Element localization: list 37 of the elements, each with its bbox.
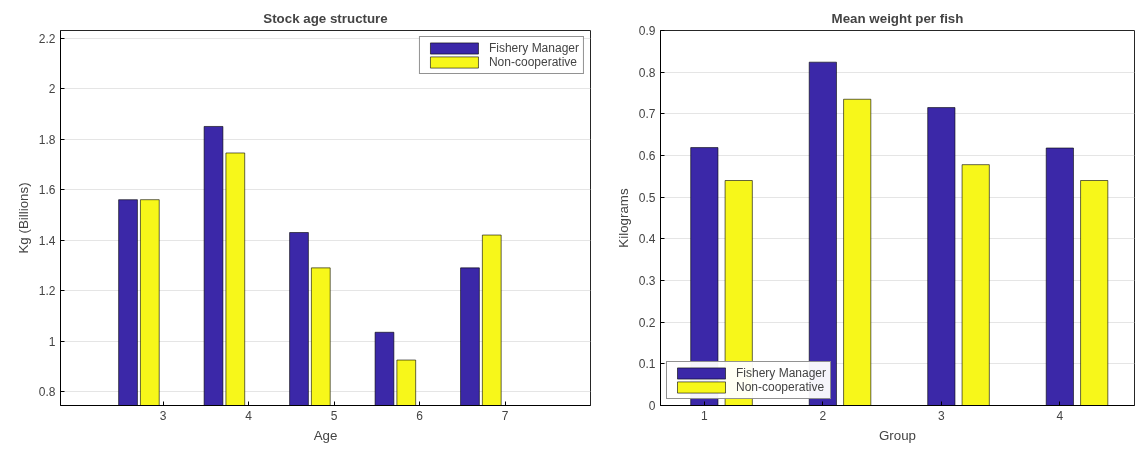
y-tick-label: 0.2 [638,315,656,330]
legend-label: Fishery Manager [736,366,827,380]
legend-label: Fishery Manager [488,41,579,55]
y-axis-title: Kg (Billions) [15,182,31,254]
y-tick-label: 1.6 [38,183,56,198]
x-tick-label: 4 [1056,408,1064,423]
y-tick-label: 0 [648,399,656,413]
x-tick-label: 7 [501,408,509,423]
y-tick-label: 0.1 [638,357,656,372]
y-tick-label: 1 [48,334,56,349]
y-tick-label: 1.4 [38,233,56,248]
y-tick-label: 1.8 [38,132,56,147]
chart-title: Mean weight per fish [831,10,964,26]
legend-label: Non-cooperative [736,380,825,394]
y-tick-label: 0.6 [638,149,656,163]
y-tick-label: 2 [48,82,56,97]
x-tick-label: 3 [159,408,167,423]
x-tick-label: 4 [245,408,253,423]
y-tick-label: 0.7 [638,107,656,122]
y-tick-label: 1.2 [38,284,56,299]
y-tick-label: 2.2 [38,31,56,46]
y-tick-label: 0.8 [638,65,656,80]
x-tick-label: 2 [819,408,827,423]
x-axis-title: Age [313,427,338,443]
y-axis-title: Kilograms [615,188,631,248]
legend-label: Non-cooperative [488,55,578,69]
y-tick-label: 0.8 [38,385,56,400]
y-tick-label: 0.3 [638,274,656,288]
y-tick-label: 0.9 [638,24,656,38]
x-tick-label: 5 [330,408,338,423]
y-tick-label: 0.4 [638,232,656,247]
y-tick-label: 0.5 [638,190,656,205]
x-axis-title: Group [878,427,917,443]
x-tick-label: 1 [701,408,709,423]
x-tick-label: 6 [416,408,424,423]
x-tick-label: 3 [938,408,946,423]
chart-title: Stock age structure [263,10,388,26]
